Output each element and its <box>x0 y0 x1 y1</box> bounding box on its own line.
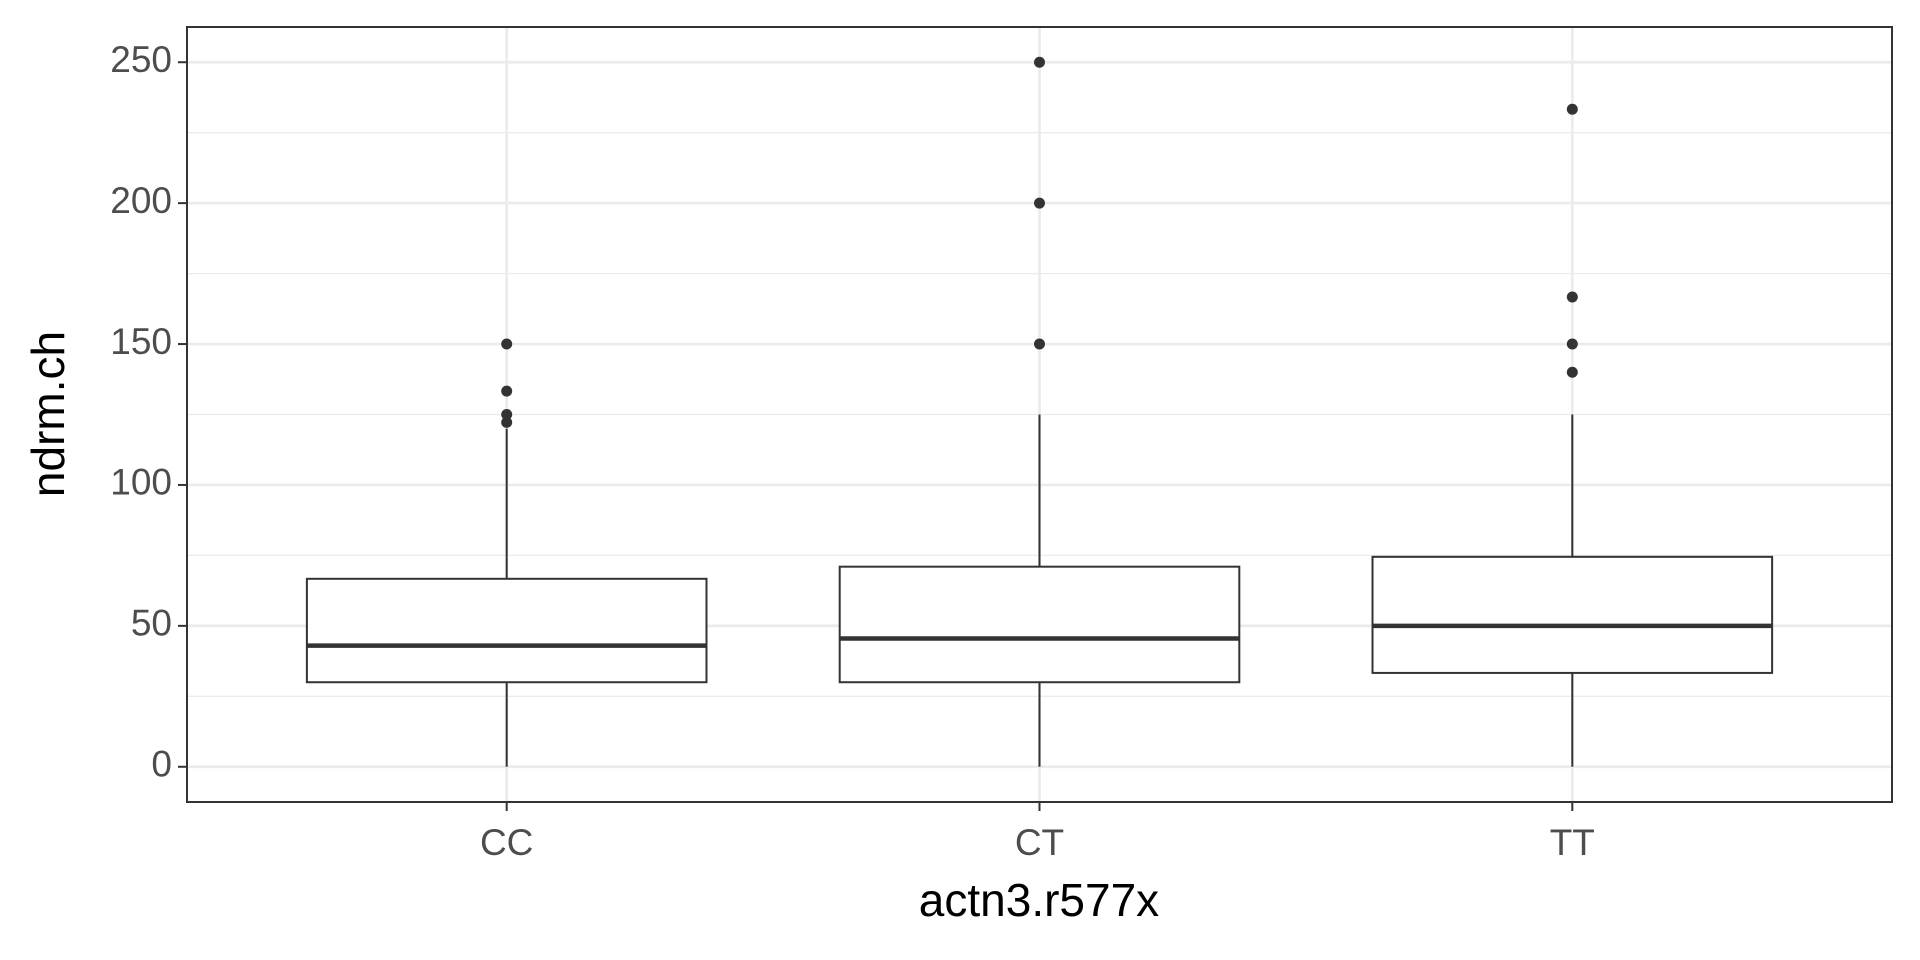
outlier <box>1566 338 1578 350</box>
y-tick-label: 0 <box>151 744 172 785</box>
panel-border <box>186 26 1893 803</box>
x-tick-label: CT <box>1015 822 1064 863</box>
x-axis-title: actn3.r577x <box>919 874 1159 926</box>
outlier <box>1566 103 1578 115</box>
x-tick-label: TT <box>1550 822 1595 863</box>
y-tick-label: 100 <box>110 462 172 503</box>
outlier <box>1566 366 1578 378</box>
outlier <box>1034 197 1045 209</box>
box <box>838 565 1241 684</box>
outlier <box>1034 56 1045 68</box>
y-tick-label: 200 <box>110 180 172 221</box>
x-tick-label: CC <box>480 822 533 863</box>
y-tick-label: 150 <box>110 321 172 362</box>
y-axis-title: ndrm.ch <box>22 331 74 497</box>
box <box>1371 555 1774 674</box>
y-tick-label: 250 <box>110 39 172 80</box>
outlier <box>501 409 513 420</box>
outlier <box>1034 338 1045 350</box>
outlier <box>501 416 513 428</box>
outlier <box>501 338 513 350</box>
outlier <box>1566 291 1578 303</box>
box <box>305 577 708 684</box>
outlier <box>501 385 513 397</box>
y-tick-label: 50 <box>131 603 172 644</box>
